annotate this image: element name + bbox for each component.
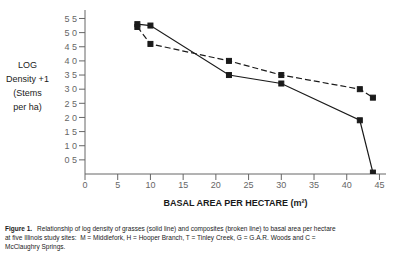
svg-text:3 5: 3 5	[64, 70, 77, 80]
svg-text:0: 0	[82, 180, 87, 190]
html-text:Figure 1.: Figure 1.	[5, 225, 33, 232]
html-text:Relationship of log density of: Relationship of log density of grasses (…	[37, 225, 336, 232]
svg-text:15: 15	[178, 180, 188, 190]
svg-text:25: 25	[244, 180, 254, 190]
html-text:LOG: LOG	[18, 60, 37, 70]
svg-text:20: 20	[211, 180, 221, 190]
html-text:Density +1: Density +1	[6, 74, 49, 84]
html-text:McClaughry Springs.: McClaughry Springs.	[5, 243, 66, 250]
svg-text:35: 35	[309, 180, 319, 190]
html-text:at five Illinois study sites:: at five Illinois study sites: M = Middle…	[5, 234, 316, 241]
html-text:per ha): per ha)	[13, 102, 42, 112]
svg-text:0 5: 0 5	[64, 155, 77, 165]
svg-text:5: 5	[115, 180, 120, 190]
svg-text:30: 30	[276, 180, 286, 190]
svg-text:4 5: 4 5	[64, 42, 77, 52]
svg-text:5 5: 5 5	[64, 14, 77, 24]
svg-text:45: 45	[374, 180, 384, 190]
svg-text:10: 10	[145, 180, 155, 190]
svg-text:4 0: 4 0	[64, 56, 77, 66]
svg-text:2 0: 2 0	[64, 113, 77, 123]
svg-text:BASAL AREA PER HECTARE (m²): BASAL AREA PER HECTARE (m²)	[163, 198, 307, 208]
html-text:(Stems: (Stems	[13, 88, 42, 98]
svg-text:1 5: 1 5	[64, 127, 77, 137]
svg-text:2 5: 2 5	[64, 99, 77, 109]
svg-text:3 0: 3 0	[64, 84, 77, 94]
svg-text:5 0: 5 0	[64, 28, 77, 38]
svg-text:40: 40	[342, 180, 352, 190]
svg-text:1 0: 1 0	[64, 141, 77, 151]
